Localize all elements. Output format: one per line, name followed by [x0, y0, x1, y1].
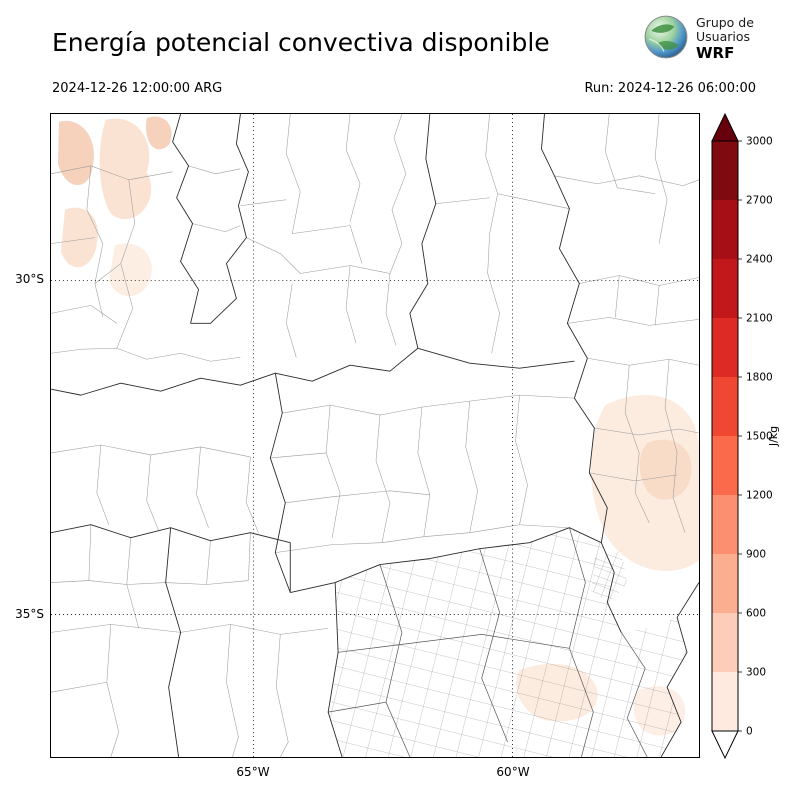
- wrf-logo-text: Grupo de Usuarios WRF: [696, 15, 754, 62]
- logo-wrf-label: WRF: [696, 43, 735, 62]
- graticule-gridlines: [51, 114, 699, 757]
- page-title: Energía potencial convectiva disponible: [52, 28, 550, 57]
- wrf-logo: Grupo de Usuarios WRF: [643, 14, 754, 64]
- colorbar-ticks: 3000 2700 2400 2100 1800 1500 1200 900 6…: [746, 136, 773, 738]
- valid-time-label: 2024-12-26 12:00:00 ARG: [52, 81, 223, 96]
- colorbar-tick: 300: [746, 667, 766, 679]
- colorbar-tickmarks: [738, 140, 742, 732]
- colorbar-tick: 2400: [746, 254, 773, 266]
- lat-label-30s: 30°S: [15, 272, 44, 286]
- colorbar-tick: 0: [746, 726, 753, 738]
- run-time-label: Run: 2024-12-26 06:00:00: [584, 81, 756, 96]
- colorbar-segments: [712, 141, 738, 731]
- colorbar-tick: 900: [746, 549, 766, 561]
- colorbar-tick: 1200: [746, 490, 773, 502]
- colorbar-tick: 600: [746, 608, 766, 620]
- colorbar-under-arrow: [711, 730, 739, 760]
- colorbar-tick: 3000: [746, 136, 773, 148]
- province-boundaries: [51, 114, 699, 757]
- logo-line-2: Usuarios: [696, 29, 751, 45]
- colorbar-over-arrow: [711, 112, 739, 142]
- map-canvas: [50, 113, 700, 758]
- colorbar-tick: 2100: [746, 313, 773, 325]
- department-boundaries: [51, 114, 699, 757]
- buenos-aires-parcels: [328, 527, 688, 757]
- colorbar: 3000 2700 2400 2100 1800 1500 1200 900 6…: [711, 112, 780, 760]
- lat-label-35s: 35°S: [15, 607, 44, 621]
- partido-boundaries: [328, 527, 648, 757]
- wrf-globe-icon: [643, 14, 689, 64]
- lon-label-65w: 65°W: [236, 765, 270, 779]
- colorbar-tick: 1500: [746, 431, 773, 443]
- lon-label-60w: 60°W: [496, 765, 530, 779]
- colorbar-tick: 2700: [746, 195, 773, 207]
- colorbar-tick: 1800: [746, 372, 773, 384]
- logo-line-1: Grupo de: [696, 15, 754, 30]
- colorbar-unit-label: J/kg: [767, 426, 780, 447]
